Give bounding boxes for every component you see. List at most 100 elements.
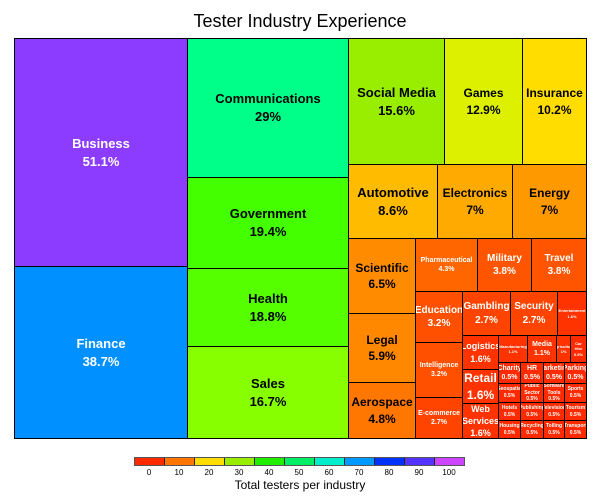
cell-label: Housing — [499, 422, 520, 429]
chart-title: Tester Industry Experience — [193, 11, 407, 31]
treemap-cell-sales: Sales 16.7% — [187, 346, 349, 439]
colorbar-swatch — [225, 458, 255, 465]
cell-value: 2.7% — [522, 314, 546, 326]
cell-label: Car Hire — [574, 340, 583, 352]
cell-label: Software Tools — [543, 383, 565, 396]
treemap-cell-finance: Finance 38.7% — [14, 266, 188, 439]
cell-value: 0.5% — [524, 374, 540, 381]
cell-value: 0.5% — [503, 411, 516, 418]
colorbar-label: Total testers per industry — [234, 478, 366, 492]
colorbar-swatch — [285, 458, 315, 465]
treemap-cell-sports: Sports 0.5% — [564, 383, 587, 403]
cell-value: 1% — [560, 349, 567, 354]
treemap-cell-housing: Housing 0.5% — [498, 420, 521, 439]
colorbar-tick-label: 30 — [234, 468, 244, 477]
colorbar-tick-label: 90 — [414, 468, 424, 477]
cell-label: Media — [532, 340, 552, 348]
treemap-cell-recycling: Recycling 0.5% — [520, 420, 544, 439]
colorbar-tick-label: 20 — [204, 468, 214, 477]
cell-label: Tourism — [565, 404, 586, 411]
treemap-cell-retail: Retail 1.6% — [462, 369, 499, 404]
treemap-cell-car-hire: Car Hire 0.5% — [570, 335, 587, 363]
treemap-cell-software-tools: Software Tools 0.5% — [543, 383, 565, 403]
treemap-cell-security: Security 2.7% — [510, 291, 558, 336]
cell-value: 2.7% — [475, 314, 498, 326]
cell-label: Television — [543, 404, 565, 411]
cell-value: 0.5% — [526, 429, 538, 436]
colorbar — [134, 457, 465, 466]
treemap-cell-logistics: Logistics 1.6% — [462, 335, 499, 370]
treemap-cell-publishing: Publishing 0.5% — [520, 402, 544, 421]
treemap-cell-transport: Transport 0.5% — [564, 420, 587, 439]
cell-label: Legal — [366, 332, 398, 347]
treemap-cell-hr: HR 0.5% — [520, 362, 544, 384]
cell-label: Sales — [251, 375, 285, 391]
cell-value: 10.2% — [537, 102, 572, 117]
cell-value: 7% — [466, 202, 484, 217]
cell-label: Tolling — [545, 422, 562, 429]
cell-value: 15.6% — [378, 102, 415, 118]
cell-label: Health — [248, 290, 288, 306]
cell-value: 3.8% — [493, 266, 516, 277]
treemap-cell-education: Education 3.2% — [415, 291, 463, 343]
cell-value: 3.2% — [427, 318, 451, 329]
treemap-cell-pharmaceutical: Pharmaceutical 4.3% — [415, 238, 478, 292]
cell-label: Government — [229, 206, 307, 222]
cell-label: Retail — [464, 371, 497, 386]
cell-label: Travel — [544, 252, 574, 264]
cell-label: HR — [526, 364, 538, 372]
cell-label: Transport — [564, 422, 587, 429]
cell-label: Intelligence — [419, 361, 459, 369]
colorbar-tick-label: 70 — [354, 468, 364, 477]
cell-value: 0.5% — [546, 374, 562, 381]
colorbar-tick-label: 80 — [384, 468, 394, 477]
cell-value: 0.5% — [503, 393, 516, 399]
cell-label: Logistics — [462, 341, 499, 352]
cell-value: 2.7% — [431, 419, 447, 426]
cell-value: 4.3% — [438, 266, 455, 273]
cell-label: Web Services — [462, 403, 499, 426]
treemap-cell-tolling: Tolling 0.5% — [543, 420, 565, 439]
cell-label: Finance — [76, 335, 126, 351]
treemap-cell-games: Games 12.9% — [444, 38, 523, 165]
colorbar-swatch — [345, 458, 375, 465]
treemap-cell-public-sector: Public Sector 0.5% — [520, 383, 544, 403]
colorbar-swatch — [135, 458, 165, 465]
colorbar-tick-label: 100 — [442, 468, 456, 477]
treemap-cell-insurance: Insurance 10.2% — [522, 38, 587, 165]
cell-value: 18.8% — [249, 308, 287, 324]
colorbar-tick-label: 60 — [324, 468, 334, 477]
treemap-cell-agriculture: Agriculture1% — [556, 335, 571, 363]
colorbar-swatch — [255, 458, 285, 465]
cell-label: Insurance — [526, 86, 583, 101]
colorbar-tick-label: 0 — [146, 468, 152, 477]
cell-label: Manufacturing — [499, 343, 527, 349]
cell-value: 1.6% — [470, 428, 491, 439]
cell-label: Marketing — [543, 364, 564, 372]
cell-value: 5.9% — [368, 349, 396, 363]
colorbar-tick-label: 40 — [264, 468, 274, 477]
cell-value: 12.9% — [466, 102, 501, 117]
treemap-cell-television: Television 0.5% — [543, 402, 565, 421]
cell-value: 1.6% — [466, 387, 495, 402]
cell-value: 0.5% — [569, 393, 582, 399]
cell-label: Pharmaceutical — [420, 256, 473, 264]
cell-value: 19.4% — [249, 224, 287, 239]
cell-value: 3.8% — [547, 266, 571, 277]
colorbar-swatch — [435, 458, 464, 465]
cell-label: Charity — [498, 364, 521, 372]
treemap-cell-parking: Parking 0.5% — [564, 362, 587, 384]
cell-value: 6.5% — [368, 277, 396, 291]
colorbar-tick-label: 50 — [294, 468, 304, 477]
colorbar-swatch — [165, 458, 195, 465]
cell-value: 0.5% — [569, 429, 582, 436]
cell-label: Publishing — [520, 404, 544, 411]
treemap-cell-intelligence: Intelligence 3.2% — [415, 342, 463, 398]
treemap-cell-communications: Communications 29% — [187, 38, 349, 178]
cell-label: Military — [486, 252, 522, 264]
treemap-cell-government: Government 19.4% — [187, 177, 349, 269]
cell-value: 4.8% — [368, 411, 396, 426]
colorbar-swatch — [375, 458, 405, 465]
cell-value: 0.5% — [501, 374, 518, 381]
cell-label: Geospatial — [498, 386, 520, 393]
